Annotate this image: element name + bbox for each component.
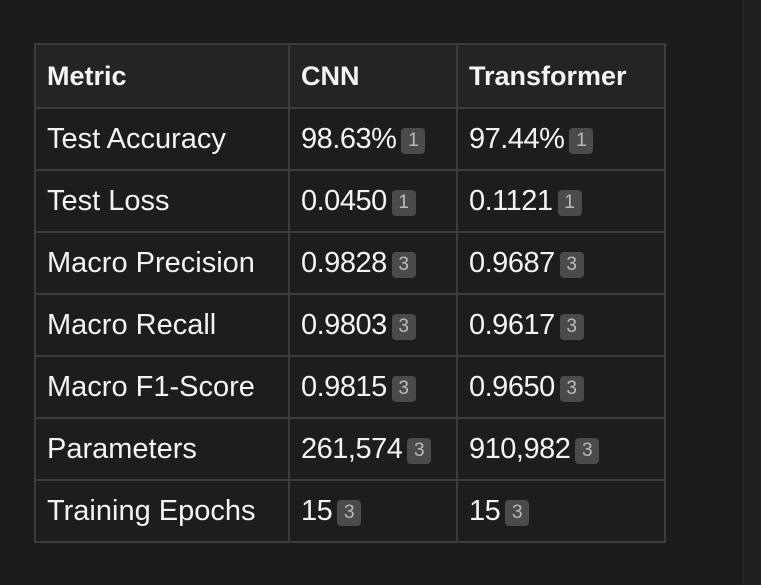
citation-badge[interactable]: 1: [391, 189, 416, 216]
citation-badge[interactable]: 3: [559, 375, 584, 402]
citation-badge[interactable]: 3: [575, 437, 600, 464]
metric-label: Training Epochs: [34, 479, 290, 543]
cnn-value: 98.63%: [301, 122, 397, 155]
transformer-value-cell: 0.9687 3: [456, 231, 666, 295]
cnn-value: 0.0450: [301, 184, 387, 217]
cnn-value-cell: 0.9803 3: [288, 293, 458, 357]
transformer-value-cell: 0.9650 3: [456, 355, 666, 419]
transformer-value-cell: 0.1121 1: [456, 169, 666, 233]
table-body: Test Accuracy 98.63% 1 97.44% 1 Test Loss 0.04…: [34, 107, 666, 543]
transformer-value-cell: 0.9617 3: [456, 293, 666, 357]
citation-badge[interactable]: 3: [505, 499, 530, 526]
cnn-value-cell: 0.9828 3: [288, 231, 458, 295]
table-row: Macro Precision 0.9828 3 0.9687 3: [34, 231, 666, 295]
cnn-value-cell: 0.0450 1: [288, 169, 458, 233]
transformer-value: 0.9687: [469, 246, 555, 279]
cnn-value: 0.9803: [301, 308, 387, 341]
cnn-value: 0.9815: [301, 370, 387, 403]
citation-badge[interactable]: 1: [557, 189, 582, 216]
transformer-value-cell: 910,982 3: [456, 417, 666, 481]
citation-badge[interactable]: 3: [337, 499, 362, 526]
metric-label: Macro Recall: [34, 293, 290, 357]
table-row: Test Accuracy 98.63% 1 97.44% 1: [34, 107, 666, 171]
cnn-value-cell: 0.9815 3: [288, 355, 458, 419]
citation-badge[interactable]: 3: [559, 251, 584, 278]
header-row: Metric CNN Transformer: [34, 43, 666, 109]
transformer-value: 0.9617: [469, 308, 555, 341]
citation-badge[interactable]: 3: [407, 437, 432, 464]
cnn-value: 15: [301, 494, 333, 527]
cnn-value-cell: 261,574 3: [288, 417, 458, 481]
metric-label: Parameters: [34, 417, 290, 481]
cnn-value-cell: 98.63% 1: [288, 107, 458, 171]
citation-badge[interactable]: 1: [569, 127, 594, 154]
model-comparison-table: Metric CNN Transformer Test Accuracy 98.6…: [34, 43, 666, 543]
table-row: Test Loss 0.0450 1 0.1121 1: [34, 169, 666, 233]
citation-badge[interactable]: 3: [391, 375, 416, 402]
cnn-value: 0.9828: [301, 246, 387, 279]
transformer-value: 97.44%: [469, 122, 565, 155]
citation-badge[interactable]: 1: [401, 127, 426, 154]
table-header: Metric CNN Transformer: [34, 43, 666, 109]
transformer-value: 15: [469, 494, 501, 527]
table-row: Macro Recall 0.9803 3 0.9617 3: [34, 293, 666, 357]
transformer-value: 0.9650: [469, 370, 555, 403]
transformer-value-cell: 15 3: [456, 479, 666, 543]
header-metric: Metric: [34, 43, 290, 109]
citation-badge[interactable]: 3: [559, 313, 584, 340]
metric-label: Macro F1-Score: [34, 355, 290, 419]
cnn-value-cell: 15 3: [288, 479, 458, 543]
header-cnn: CNN: [288, 43, 458, 109]
metric-label: Test Loss: [34, 169, 290, 233]
table-row: Training Epochs 15 3 15 3: [34, 479, 666, 543]
citation-badge[interactable]: 3: [391, 251, 416, 278]
metric-label: Macro Precision: [34, 231, 290, 295]
citation-badge[interactable]: 3: [391, 313, 416, 340]
transformer-value: 0.1121: [469, 184, 553, 217]
table-row: Macro F1-Score 0.9815 3 0.9650 3: [34, 355, 666, 419]
scrollbar-track[interactable]: [743, 0, 761, 585]
header-transformer: Transformer: [456, 43, 666, 109]
transformer-value: 910,982: [469, 432, 571, 465]
metric-label: Test Accuracy: [34, 107, 290, 171]
chat-response-area: Metric CNN Transformer Test Accuracy 98.6…: [34, 43, 666, 543]
table-row: Parameters 261,574 3 910,982 3: [34, 417, 666, 481]
cnn-value: 261,574: [301, 432, 403, 465]
transformer-value-cell: 97.44% 1: [456, 107, 666, 171]
